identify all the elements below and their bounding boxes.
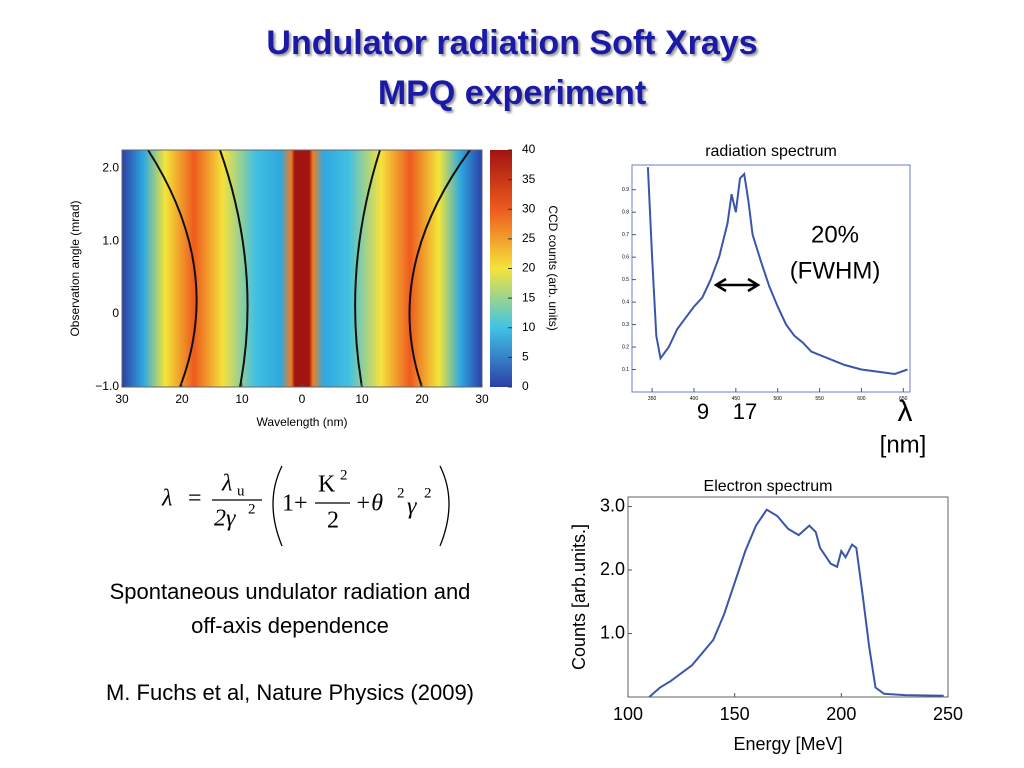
y-tick-label: 0.9: [622, 187, 629, 193]
y-tick-label: 2.0: [102, 160, 119, 174]
fwhm-arrow: [713, 277, 761, 293]
chart-title: radiation spectrum: [705, 143, 837, 160]
heatmap-image: [122, 150, 482, 387]
citation: M. Fuchs et al, Nature Physics (2009): [106, 680, 474, 705]
colorbar-tick-label: 20: [522, 261, 536, 275]
colorbar-tick-label: 30: [522, 201, 536, 215]
y-tick-label: 0.5: [622, 277, 629, 283]
plot-frame: [627, 496, 949, 698]
formula-text: +θ: [355, 491, 383, 517]
formula-text: γ: [407, 494, 417, 520]
formula-text: λ: [161, 486, 172, 512]
y-tick-label: −1.0: [95, 379, 119, 393]
x-tick-label: 20: [415, 392, 429, 406]
formula-text: 1+: [282, 491, 308, 517]
y-tick-label: 1.0: [102, 233, 119, 247]
x-tick-label: 550: [815, 396, 824, 402]
formula-text: 2: [340, 467, 348, 483]
x-tick-label: 600: [857, 396, 866, 402]
annotation: (FWHM): [790, 257, 881, 284]
x-tick-label: 450: [732, 396, 741, 402]
x-tick-label: 10: [355, 392, 369, 406]
x-axis-label: Wavelength (nm): [257, 415, 348, 429]
formula-text: 2: [327, 508, 339, 534]
colorbar-tick-label: 25: [522, 231, 536, 245]
x-tick-label: 250: [933, 704, 963, 724]
colorbar-tick-label: 5: [522, 350, 529, 364]
caption: Spontaneous undulator radiation and: [110, 579, 471, 604]
x-tick-label: 500: [774, 396, 783, 402]
x-tick-label: 10: [235, 392, 249, 406]
y-tick-label: 0.3: [622, 322, 629, 328]
x-tick-label: 0: [299, 392, 306, 406]
y-axis-label: Observation angle (mrad): [68, 200, 82, 336]
y-tick-label: 0: [112, 306, 119, 320]
caption: off-axis dependence: [191, 613, 389, 638]
x-axis-label: Energy [MeV]: [733, 734, 842, 754]
colorbar-label: CCD counts (arb. units): [546, 205, 560, 330]
formula-text: =: [188, 486, 202, 512]
x-tick-label: 100: [613, 704, 643, 724]
y-tick-label: 0.7: [622, 232, 629, 238]
paren: [439, 465, 450, 547]
formula-text: 2γ: [214, 506, 236, 532]
data-line: [648, 508, 944, 698]
y-tick-label: 0.6: [622, 254, 629, 260]
colorbar-tick-label: 0: [522, 379, 529, 393]
heatmap-curves: [147, 149, 471, 388]
y-tick-label: 0.2: [622, 344, 629, 350]
title: MPQ experiment: [378, 74, 646, 112]
x-tick-label: 350: [648, 396, 657, 402]
formula-text: u: [237, 483, 245, 499]
formula-text: K: [318, 472, 336, 498]
y-tick-label: 0.4: [622, 299, 629, 305]
formula: λ = λ u 2γ 2 1+ K 2 2 +θ 2 γ 2: [161, 465, 450, 547]
colorbar-tick-label: 10: [522, 320, 536, 334]
paren: [272, 465, 283, 547]
colorbar-tick-label: 15: [522, 290, 536, 304]
colorbar: [490, 150, 512, 387]
formula-text: 2: [424, 485, 432, 501]
annotation: 9: [697, 399, 709, 424]
x-tick-label: 150: [720, 704, 750, 724]
y-tick-label: 0.1: [622, 367, 629, 373]
data-line: [646, 167, 908, 376]
y-tick-label: 2.0: [600, 559, 625, 579]
x-tick-label: 20: [175, 392, 189, 406]
formula-text: 2: [248, 501, 256, 517]
plot-frame: [631, 164, 911, 393]
colorbar-tick-label: 40: [522, 142, 536, 156]
formula-text: λ: [221, 471, 232, 497]
x-tick-label: 200: [826, 704, 856, 724]
annotation: 17: [733, 399, 757, 424]
y-tick-label: 1.0: [600, 622, 625, 642]
x-tick-label: 30: [115, 392, 129, 406]
formula-text: 2: [397, 485, 405, 501]
annotation: λ: [898, 395, 913, 428]
title: Undulator radiation Soft Xrays: [266, 24, 757, 62]
chart-title: Electron spectrum: [704, 478, 833, 495]
x-tick-label: 650: [899, 396, 908, 402]
colorbar-tick-label: 35: [522, 172, 536, 186]
annotation: [nm]: [880, 431, 927, 458]
y-axis-label: Counts [arb.units.]: [569, 524, 589, 670]
annotation: 20%: [811, 221, 859, 248]
x-tick-label: 30: [475, 392, 489, 406]
y-tick-label: 0.8: [622, 210, 629, 216]
x-tick-label: 400: [690, 396, 699, 402]
y-tick-label: 3.0: [600, 495, 625, 515]
